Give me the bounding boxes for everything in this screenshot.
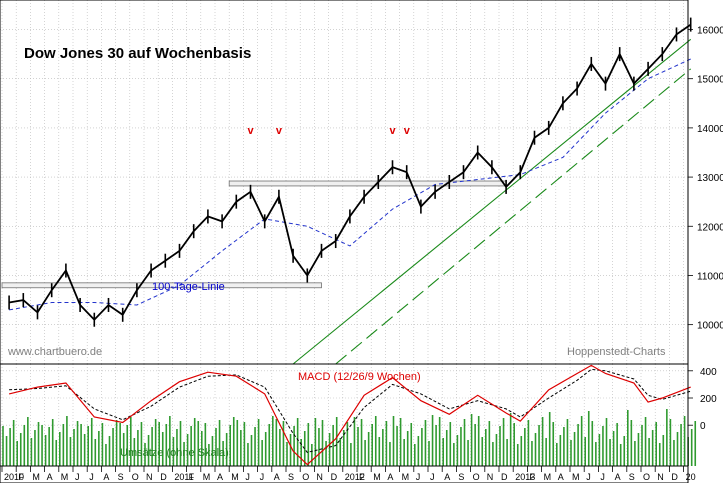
month-label: F: [18, 472, 24, 482]
month-label: F: [529, 472, 535, 482]
month-label: J: [89, 472, 94, 482]
month-label: J: [260, 472, 265, 482]
month-label: A: [274, 472, 280, 482]
chart-title: Dow Jones 30 auf Wochenbasis: [24, 45, 251, 62]
month-label: 2010: [4, 472, 24, 482]
month-label: A: [387, 472, 393, 482]
volume-label: Umsätze (ohne Skala): [120, 447, 229, 459]
signal-marker: v: [390, 125, 397, 137]
month-label: M: [373, 472, 381, 482]
month-label: J: [586, 472, 591, 482]
ma-label: 100-Tage-Linie: [152, 281, 225, 293]
moving-average-line: [9, 58, 691, 311]
month-label: S: [458, 472, 464, 482]
month-label: D: [501, 472, 508, 482]
month-label: M: [544, 472, 552, 482]
month-label: S: [288, 472, 294, 482]
price-tick-label: 13000: [697, 173, 723, 184]
month-label: A: [558, 472, 564, 482]
price-tick-label: 11000: [697, 271, 723, 282]
macd-tick-label: 400: [700, 367, 717, 378]
month-label: 2011: [174, 472, 193, 482]
month-label: N: [487, 472, 494, 482]
month-label: J: [600, 472, 605, 482]
month-label: N: [146, 472, 153, 482]
month-label: J: [245, 472, 250, 482]
month-label: M: [572, 472, 580, 482]
month-label: D: [331, 472, 338, 482]
month-label: 20: [686, 472, 696, 482]
month-label: M: [231, 472, 239, 482]
month-label: J: [75, 472, 80, 482]
month-label: N: [316, 472, 323, 482]
month-label: A: [217, 472, 223, 482]
price-tick-label: 14000: [697, 124, 723, 135]
price-grid: [0, 0, 688, 364]
month-label: A: [103, 472, 109, 482]
macd-grid: [0, 364, 688, 466]
macd-line: [8, 364, 691, 466]
volume-bars: [2, 409, 697, 466]
macd-axis: 400 200 0: [688, 367, 717, 432]
month-label: M: [203, 472, 211, 482]
month-label: F: [359, 472, 365, 482]
price-series: [8, 17, 692, 327]
trendline-dashed: [335, 68, 692, 365]
month-label: O: [643, 472, 650, 482]
month-label: M: [61, 472, 69, 482]
watermark-right: Hoppenstedt-Charts: [567, 346, 666, 358]
month-label: A: [615, 472, 621, 482]
month-label: J: [416, 472, 421, 482]
month-label: 2012: [345, 472, 365, 482]
resistance-band: [1, 282, 322, 289]
macd-tick-label: 0: [700, 421, 706, 432]
month-label: O: [132, 472, 139, 482]
month-label: M: [32, 472, 40, 482]
price-axis: 10000 11000 12000 13000 14000 15000 16000: [688, 26, 723, 332]
trendlines: [292, 38, 692, 365]
macd-series: [8, 364, 691, 466]
month-label: F: [189, 472, 195, 482]
month-label: M: [402, 472, 410, 482]
watermark-left: www.chartbuero.de: [7, 346, 102, 358]
signal-marker: v: [276, 125, 283, 137]
month-label: D: [671, 472, 678, 482]
price-tick-label: 15000: [697, 75, 723, 86]
month-axis-frame: [0, 465, 689, 483]
macd-label: MACD (12/26/9 Wochen): [298, 371, 421, 383]
signal-marker: v: [404, 125, 411, 137]
macd-tick-label: 200: [700, 394, 717, 405]
resistance-band: [228, 180, 507, 187]
month-label: S: [118, 472, 124, 482]
month-label: N: [657, 472, 664, 482]
month-label: O: [473, 472, 480, 482]
trendline-solid: [292, 38, 692, 365]
signal-marker: v: [248, 125, 255, 137]
month-label: O: [302, 472, 309, 482]
month-label: A: [47, 472, 53, 482]
price-tick-label: 12000: [697, 222, 723, 233]
month-label: 2013: [515, 472, 535, 482]
month-label: A: [444, 472, 450, 482]
month-label: S: [629, 472, 635, 482]
price-tick-label: 10000: [697, 321, 723, 332]
month-label: D: [160, 472, 167, 482]
price-tick-label: 16000: [697, 26, 723, 37]
month-label: J: [430, 472, 435, 482]
